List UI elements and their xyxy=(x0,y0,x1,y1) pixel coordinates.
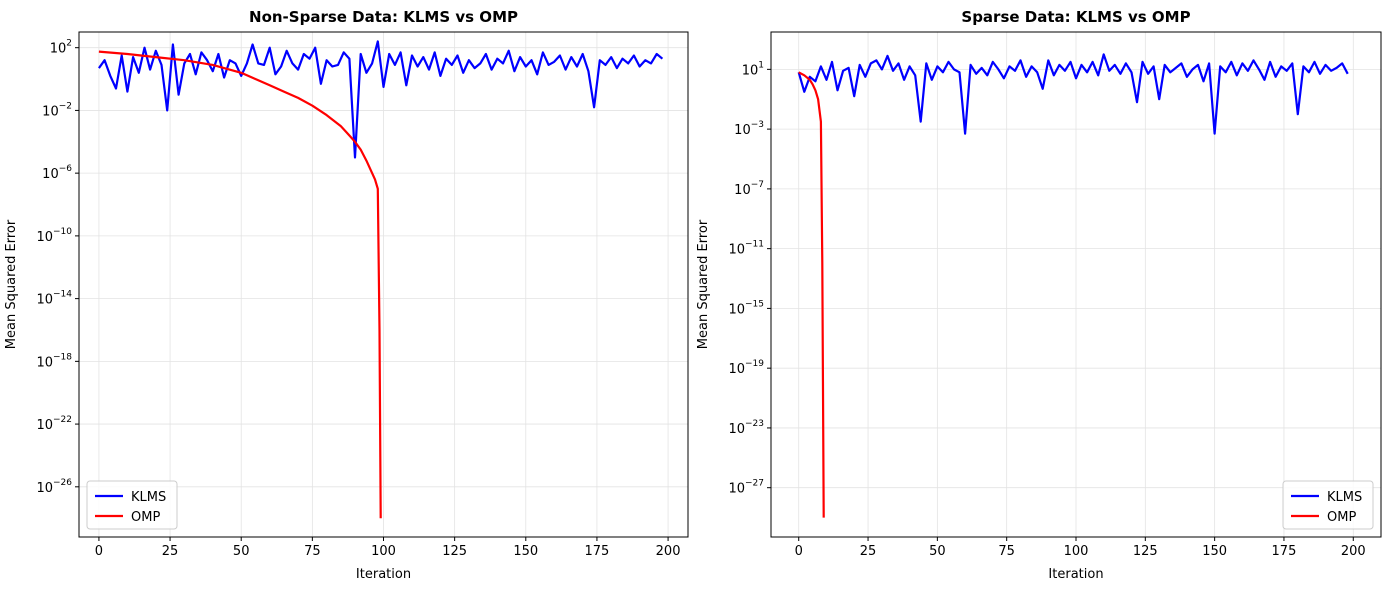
x-tick-label: 150 xyxy=(1202,544,1227,559)
x-axis-label: Iteration xyxy=(1048,567,1103,582)
x-tick-label: 125 xyxy=(1133,544,1158,559)
x-tick-label: 100 xyxy=(1064,544,1089,559)
x-tick-label: 175 xyxy=(585,544,610,559)
x-tick-label: 50 xyxy=(929,544,946,559)
legend: KLMS OMP xyxy=(1282,480,1374,530)
legend-label-klms: KLMS xyxy=(131,490,166,505)
x-tick-label: 0 xyxy=(795,544,803,559)
x-tick-label: 75 xyxy=(998,544,1015,559)
x-tick-label: 200 xyxy=(656,544,681,559)
x-tick-label: 175 xyxy=(1272,544,1297,559)
series-line-klms xyxy=(98,40,664,159)
y-tick-label: 10−26 xyxy=(36,478,72,496)
chart-title: Non-Sparse Data: KLMS vs OMP xyxy=(249,8,518,26)
y-tick-label: 10−6 xyxy=(42,164,72,182)
chart-panel-2: 0 25 50 75 100 125 150 175 200 101 10−3 10−7 10−11 10… xyxy=(696,8,1382,582)
series-line-omp xyxy=(98,50,382,519)
y-axis-label: Mean Squared Error xyxy=(4,219,19,349)
legend-label-klms: KLMS xyxy=(1327,490,1362,505)
series-line-klms xyxy=(797,53,1349,135)
y-tick-label: 10−15 xyxy=(728,299,764,317)
x-tick-label: 25 xyxy=(860,544,877,559)
legend-label-omp: OMP xyxy=(131,510,160,525)
y-tick-label: 10−23 xyxy=(728,419,764,437)
y-tick-label: 10−19 xyxy=(728,359,764,377)
y-axis-label: Mean Squared Error xyxy=(696,219,711,349)
legend-label-omp: OMP xyxy=(1327,510,1356,525)
x-tick-label: 100 xyxy=(371,544,396,559)
y-tick-label: 10−22 xyxy=(36,415,72,433)
y-tick-label: 10−2 xyxy=(42,101,72,119)
y-tick-label: 102 xyxy=(50,39,72,57)
y-tick-label: 10−14 xyxy=(36,290,72,308)
chart-panel-1: 0 25 50 75 100 125 150 175 200 102 10−2 10−6 10−10 10… xyxy=(4,8,689,582)
x-tick-label: 0 xyxy=(95,544,103,559)
y-tick-label: 101 xyxy=(742,60,764,78)
y-tick-label: 10−3 xyxy=(734,120,764,138)
x-axis-label: Iteration xyxy=(356,567,411,582)
x-tick-label: 200 xyxy=(1341,544,1366,559)
x-tick-label: 25 xyxy=(162,544,179,559)
x-tick-label: 150 xyxy=(513,544,538,559)
legend: KLMS OMP xyxy=(86,480,178,530)
y-tick-label: 10−27 xyxy=(728,479,764,497)
chart-title: Sparse Data: KLMS vs OMP xyxy=(961,8,1190,26)
y-tick-label: 10−18 xyxy=(36,352,72,370)
x-tick-label: 125 xyxy=(442,544,467,559)
y-tick-label: 10−11 xyxy=(728,240,764,258)
x-tick-label: 50 xyxy=(233,544,250,559)
series-line-omp xyxy=(798,71,825,518)
x-tick-label: 75 xyxy=(304,544,321,559)
y-tick-label: 10−10 xyxy=(36,227,72,245)
y-tick-label: 10−7 xyxy=(734,180,764,198)
